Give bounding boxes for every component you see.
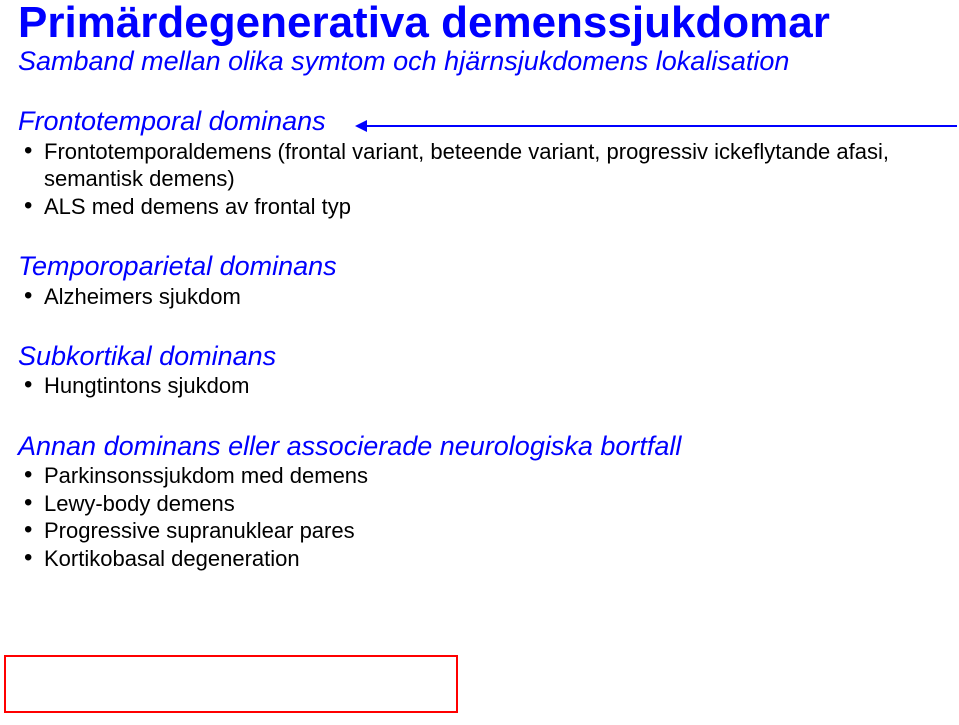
- section-heading-subkortikal: Subkortikal dominans: [18, 340, 941, 372]
- slide-title: Primärdegenerativa demenssjukdomar: [18, 0, 941, 46]
- section-heading-temporoparietal: Temporoparietal dominans: [18, 250, 941, 282]
- list-item: Progressive supranuklear pares: [18, 517, 941, 545]
- highlight-box-annotation: [4, 655, 458, 713]
- arrow-annotation-icon: [365, 125, 957, 127]
- section-heading-frontotemporal: Frontotemporal dominans: [18, 105, 941, 137]
- list-item: Frontotemporaldemens (frontal variant, b…: [18, 138, 941, 193]
- slide: Primärdegenerativa demenssjukdomar Samba…: [0, 0, 959, 572]
- list-item: Kortikobasal degeneration: [18, 545, 941, 573]
- section-heading-annan: Annan dominans eller associerade neurolo…: [18, 430, 941, 462]
- section-list-temporoparietal: Alzheimers sjukdom: [18, 283, 941, 311]
- section-list-frontotemporal: Frontotemporaldemens (frontal variant, b…: [18, 138, 941, 221]
- list-item: Alzheimers sjukdom: [18, 283, 941, 311]
- list-item: Parkinsonssjukdom med demens: [18, 462, 941, 490]
- list-item: Hungtintons sjukdom: [18, 372, 941, 400]
- section-list-annan: Parkinsonssjukdom med demens Lewy-body d…: [18, 462, 941, 572]
- list-item: Lewy-body demens: [18, 490, 941, 518]
- section-list-subkortikal: Hungtintons sjukdom: [18, 372, 941, 400]
- list-item: ALS med demens av frontal typ: [18, 193, 941, 221]
- slide-subtitle: Samband mellan olika symtom och hjärnsju…: [18, 46, 941, 77]
